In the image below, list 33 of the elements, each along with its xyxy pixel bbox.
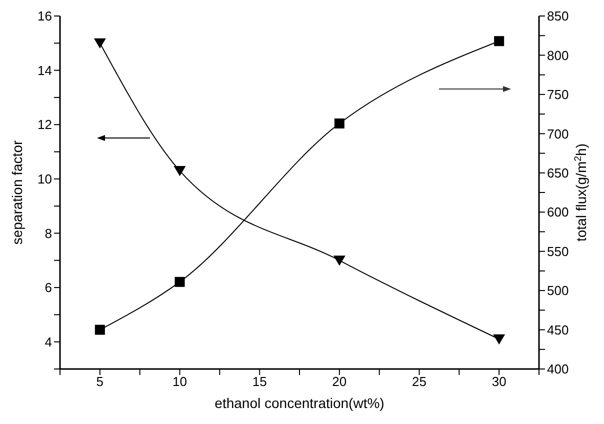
- y-tick-label: 4: [44, 334, 52, 350]
- y2-tick-label: 450: [547, 322, 569, 338]
- y2-tick-label: 550: [547, 244, 569, 259]
- y2-tick-label: 850: [547, 8, 569, 24]
- y2-tick-label: 400: [547, 362, 569, 377]
- y-tick-label: 14: [38, 62, 52, 78]
- x-axis-title: ethanol concentration(wt%): [214, 395, 384, 411]
- y-tick-label: 8: [44, 226, 52, 241]
- x-tick-label: 5: [96, 374, 104, 390]
- y-tick-label: 6: [44, 280, 52, 296]
- x-tick-label: 10: [172, 374, 187, 390]
- y2-tick-label: 700: [547, 126, 569, 142]
- point: [174, 166, 186, 176]
- y2-tick-label: 600: [547, 204, 569, 220]
- y2-tick-label: 750: [547, 87, 569, 102]
- x-tick-label: 25: [412, 374, 426, 390]
- x-tick-label: 30: [492, 374, 506, 390]
- point: [333, 256, 346, 266]
- point: [174, 276, 185, 287]
- x-tick-label: 20: [332, 374, 347, 390]
- y-tick-label: 12: [38, 117, 52, 132]
- point: [94, 38, 106, 49]
- y-tick-label: 10: [38, 172, 52, 187]
- y2-tick-label: 650: [547, 166, 569, 181]
- y-tick-label: 16: [38, 8, 52, 24]
- y2-tick-label: 800: [547, 48, 569, 63]
- point: [94, 324, 105, 335]
- x-tick-label: 15: [252, 374, 267, 390]
- y2-tick-label: 500: [547, 283, 569, 298]
- point: [494, 36, 504, 46]
- point: [493, 334, 506, 345]
- point: [334, 118, 344, 128]
- y-axis-title: separation factor: [9, 140, 25, 245]
